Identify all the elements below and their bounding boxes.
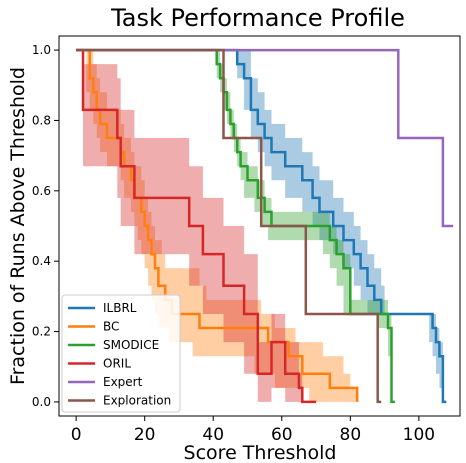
- exploration-legend-label: Exploration: [103, 394, 171, 408]
- x-tick-label: 20: [134, 425, 156, 445]
- axes-frame: [58, 35, 461, 417]
- series-lines: [76, 48, 454, 404]
- y-axis-label: Fraction of Runs Above Threshold: [7, 67, 29, 385]
- chart-title: Task Performance Profile: [110, 4, 405, 32]
- ilbrl-line: [76, 48, 447, 404]
- x-axis-ticks: 0 20 40 60 80 100: [71, 416, 435, 445]
- bc-line: [76, 48, 359, 402]
- y-tick-label: 1.0: [32, 43, 51, 57]
- legend: ILBRL BC SMODICE ORIL Expert Exploration: [61, 294, 181, 413]
- ilbrl-legend-label: ILBRL: [103, 301, 137, 315]
- x-tick-label: 40: [202, 425, 224, 445]
- bc-band: [76, 50, 358, 402]
- bc-legend-label: BC: [103, 320, 119, 334]
- y-axis-ticks: 0.0 0.2 0.4 0.6 0.8 1.0: [32, 43, 59, 409]
- x-tick-label: 60: [271, 425, 293, 445]
- legend-items: ILBRL BC SMODICE ORIL Expert Exploration: [68, 301, 171, 408]
- oril-legend-label: ORIL: [103, 357, 131, 371]
- x-tick-label: 80: [340, 425, 362, 445]
- expert-line: [76, 48, 454, 228]
- oril-line: [76, 48, 317, 404]
- exploration-line: [76, 48, 382, 404]
- y-tick-label: 0.2: [32, 325, 51, 339]
- y-tick-label: 0.8: [32, 113, 51, 127]
- x-axis-label: Score Threshold: [184, 442, 337, 463]
- x-tick-label: 100: [403, 425, 435, 445]
- y-tick-label: 0.0: [32, 395, 51, 409]
- x-tick-label: 0: [71, 425, 82, 445]
- smodice-legend-label: SMODICE: [103, 338, 159, 352]
- smodice-band: [76, 50, 395, 402]
- y-tick-label: 0.4: [32, 254, 51, 268]
- ilbrl-band: [76, 50, 447, 402]
- plot-area: [76, 48, 454, 404]
- expert-legend-label: Expert: [103, 375, 143, 389]
- y-tick-label: 0.6: [32, 184, 51, 198]
